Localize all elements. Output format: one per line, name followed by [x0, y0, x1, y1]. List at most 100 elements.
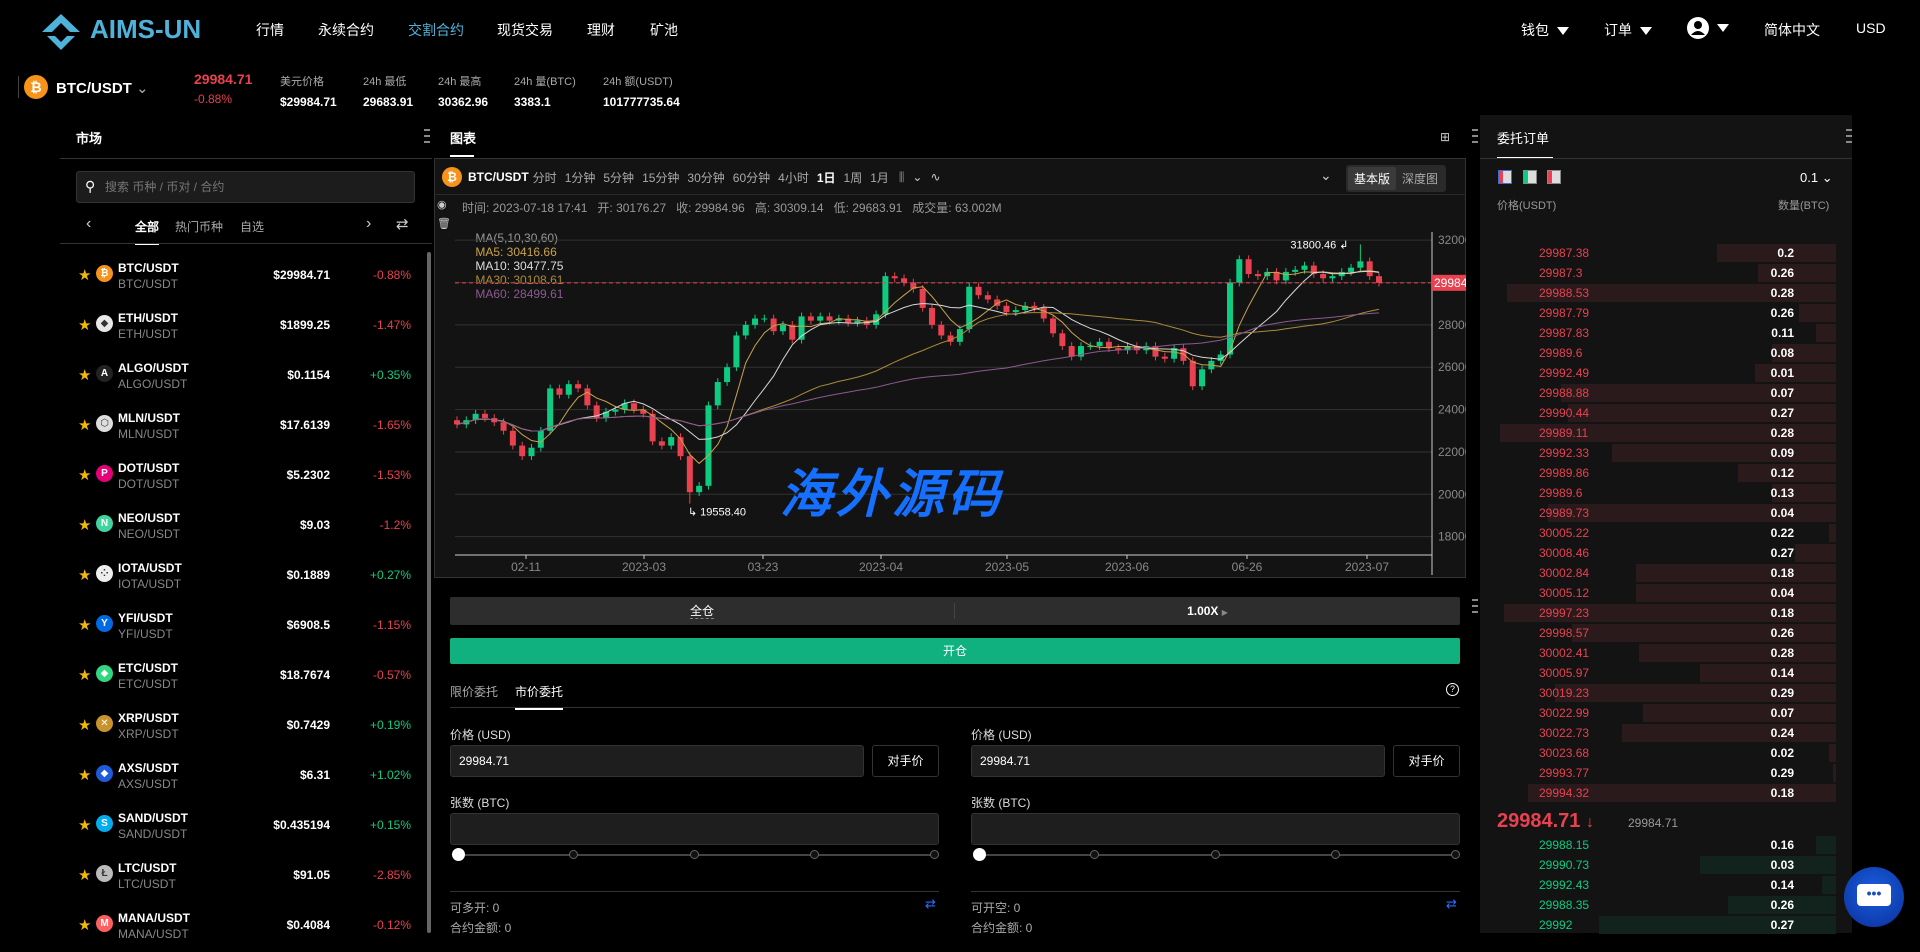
ask-row[interactable]: 29989.60.13: [1497, 483, 1836, 503]
nav-perpetual[interactable]: 永续合约: [318, 20, 374, 40]
market-row[interactable]: ★✕XRP/USDTXRP/USDT$0.7429+0.19%: [70, 702, 415, 752]
tab-market-order[interactable]: 市价委托: [515, 683, 563, 710]
market-scrollbar[interactable]: [427, 252, 431, 933]
market-row[interactable]: ★YYFI/USDTYFI/USDT$6908.5-1.15%: [70, 602, 415, 652]
interval-option[interactable]: 60分钟: [733, 171, 770, 185]
ask-row[interactable]: 30002.840.18: [1497, 563, 1836, 583]
star-favorite-icon[interactable]: ★: [78, 366, 91, 384]
panel-menu-icon[interactable]: [1472, 599, 1478, 613]
margin-mode-button[interactable]: 全仓: [450, 597, 954, 625]
chat-support-button[interactable]: •••: [1844, 867, 1904, 927]
ask-row[interactable]: 30005.220.22: [1497, 523, 1836, 543]
star-favorite-icon[interactable]: ★: [78, 616, 91, 634]
ask-row[interactable]: 29990.440.27: [1497, 403, 1836, 423]
market-row[interactable]: ★⬡MLN/USDTMLN/USDT$17.6139-1.65%: [70, 402, 415, 452]
short-price-input[interactable]: 29984.71: [971, 745, 1385, 777]
market-row[interactable]: ★₿BTC/USDTBTC/USDT$29984.71-0.88%: [70, 252, 415, 302]
view-basic[interactable]: 基本版: [1348, 167, 1396, 190]
visibility-eye-icon[interactable]: ◉: [437, 198, 447, 211]
tab-all[interactable]: 全部: [135, 218, 159, 245]
slider-stop[interactable]: [569, 850, 578, 859]
slider-handle[interactable]: [973, 848, 986, 861]
precision-selector[interactable]: 0.1 ⌄: [1800, 170, 1833, 186]
panel-menu-icon[interactable]: [1472, 129, 1478, 143]
long-price-input[interactable]: 29984.71: [450, 745, 864, 777]
slider-stop[interactable]: [1451, 850, 1460, 859]
slider-handle[interactable]: [452, 848, 465, 861]
market-row[interactable]: ★SSAND/USDTSAND/USDT$0.435194+0.15%: [70, 802, 415, 852]
long-counter-price-button[interactable]: 对手价: [872, 745, 939, 777]
slider-stop[interactable]: [930, 850, 939, 859]
chevron-down-icon[interactable]: ⌄: [1320, 167, 1332, 184]
indicator-icon[interactable]: ∿: [930, 170, 940, 184]
user-menu[interactable]: [1687, 17, 1729, 39]
ask-row[interactable]: 30022.990.07: [1497, 703, 1836, 723]
ask-row[interactable]: 29989.730.04: [1497, 503, 1836, 523]
short-counter-price-button[interactable]: 对手价: [1393, 745, 1460, 777]
market-row[interactable]: ★◆AXS/USDTAXS/USDT$6.31+1.02%: [70, 752, 415, 802]
trash-icon[interactable]: 🗑: [437, 217, 451, 230]
interval-option[interactable]: 1周: [844, 171, 863, 185]
market-row[interactable]: ★ŁLTC/USDTLTC/USDT$91.05-2.85%: [70, 852, 415, 902]
slider-stop[interactable]: [810, 850, 819, 859]
panel-menu-icon[interactable]: [1846, 129, 1852, 143]
book-asks-icon[interactable]: [1547, 170, 1561, 184]
nav-spot[interactable]: 现货交易: [497, 20, 553, 40]
star-favorite-icon[interactable]: ★: [78, 866, 91, 884]
star-favorite-icon[interactable]: ★: [78, 416, 91, 434]
search-field[interactable]: [105, 172, 405, 202]
chart-tab[interactable]: 图表: [450, 128, 476, 147]
slider-stop[interactable]: [1331, 850, 1340, 859]
interval-option[interactable]: 15分钟: [642, 171, 679, 185]
ask-row[interactable]: 29987.830.11: [1497, 323, 1836, 343]
ask-row[interactable]: 29997.230.18: [1497, 603, 1836, 623]
layout-grid-icon[interactable]: ⊞: [1440, 130, 1450, 144]
market-row[interactable]: ★◆ETH/USDTETH/USDT$1899.25-1.47%: [70, 302, 415, 352]
short-amount-input[interactable]: [971, 813, 1460, 845]
candle-type-icon[interactable]: ⫼: [899, 170, 905, 185]
market-row[interactable]: ★PDOT/USDTDOT/USDT$5.2302-1.53%: [70, 452, 415, 502]
tab-favorites[interactable]: 自选: [240, 218, 264, 235]
star-favorite-icon[interactable]: ★: [78, 316, 91, 334]
market-row[interactable]: ★⁘IOTA/USDTIOTA/USDT$0.1889+0.27%: [70, 552, 415, 602]
market-row[interactable]: ★AALGO/USDTALGO/USDT$0.1154+0.35%: [70, 352, 415, 402]
interval-option[interactable]: 1分钟: [565, 171, 596, 185]
star-favorite-icon[interactable]: ★: [78, 516, 91, 534]
bid-row[interactable]: 29988.350.26: [1497, 895, 1836, 915]
bid-row[interactable]: 299920.27: [1497, 915, 1836, 935]
panel-menu-icon[interactable]: [424, 129, 430, 143]
tabs-next-icon[interactable]: ›: [366, 215, 371, 233]
slider-stop[interactable]: [1211, 850, 1220, 859]
star-favorite-icon[interactable]: ★: [78, 266, 91, 284]
orders-menu[interactable]: 订单: [1604, 20, 1652, 40]
star-favorite-icon[interactable]: ★: [78, 716, 91, 734]
slider-stop[interactable]: [1090, 850, 1099, 859]
transfer-icon[interactable]: ⇄: [1446, 896, 1457, 912]
ask-row[interactable]: 29987.380.2: [1497, 243, 1836, 263]
short-amount-slider[interactable]: [975, 854, 1456, 856]
ask-row[interactable]: 29987.790.26: [1497, 303, 1836, 323]
pair-selector[interactable]: BTC/USDT ⌄: [56, 79, 149, 97]
ask-row[interactable]: 30005.120.04: [1497, 583, 1836, 603]
view-depth[interactable]: 深度图: [1396, 167, 1444, 190]
ask-row[interactable]: 29992.490.01: [1497, 363, 1836, 383]
interval-option[interactable]: 1日: [817, 171, 836, 185]
ask-row[interactable]: 30023.680.02: [1497, 743, 1836, 763]
currency-selector[interactable]: USD: [1856, 20, 1886, 36]
bid-row[interactable]: 29990.730.03: [1497, 855, 1836, 875]
star-favorite-icon[interactable]: ★: [78, 916, 91, 934]
star-favorite-icon[interactable]: ★: [78, 666, 91, 684]
interval-option[interactable]: 5分钟: [603, 171, 634, 185]
slider-stop[interactable]: [690, 850, 699, 859]
interval-option[interactable]: 1月: [870, 171, 889, 185]
leverage-button[interactable]: 1.00X ▶: [955, 597, 1460, 625]
ask-row[interactable]: 29987.30.26: [1497, 263, 1836, 283]
interval-option[interactable]: 30分钟: [687, 171, 724, 185]
long-amount-input[interactable]: [450, 813, 939, 845]
tab-limit-order[interactable]: 限价委托: [450, 683, 498, 700]
wallet-menu[interactable]: 钱包: [1521, 20, 1569, 40]
language-selector[interactable]: 简体中文: [1764, 20, 1820, 40]
market-row[interactable]: ★MMANA/USDTMANA/USDT$0.4084-0.12%: [70, 902, 415, 952]
star-favorite-icon[interactable]: ★: [78, 466, 91, 484]
ask-row[interactable]: 29992.330.09: [1497, 443, 1836, 463]
